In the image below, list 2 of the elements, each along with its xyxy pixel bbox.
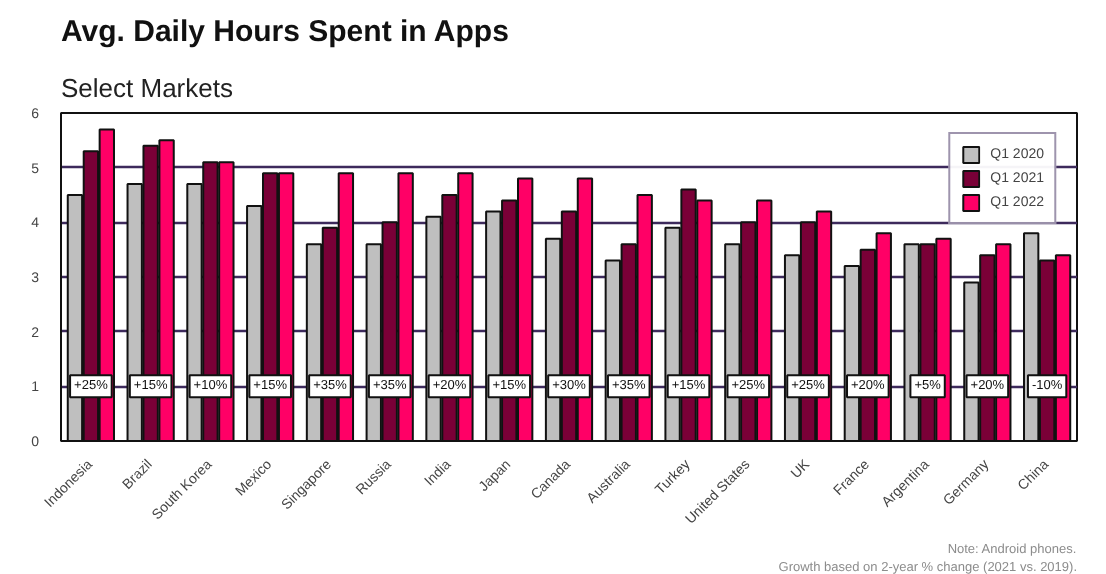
chart-title: Avg. Daily Hours Spent in Apps — [61, 15, 509, 49]
chart-subtitle: Select Markets — [61, 73, 234, 103]
